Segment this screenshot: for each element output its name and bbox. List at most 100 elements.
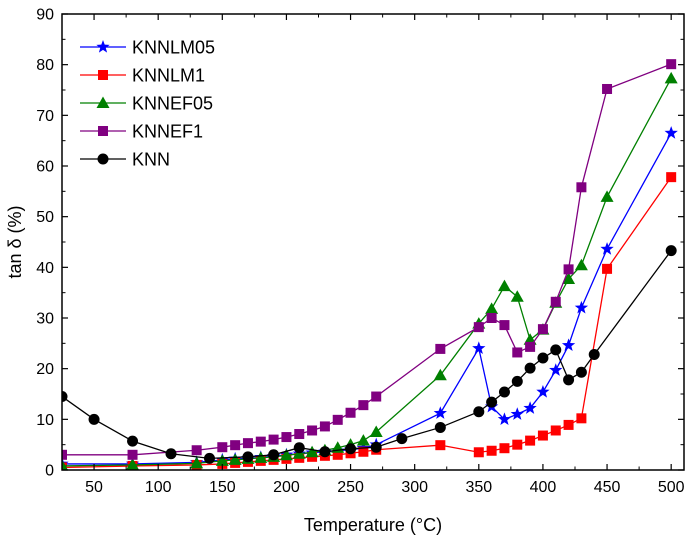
data-point-knn (665, 245, 677, 257)
legend-entry-knnef1: KNNEF1 (80, 122, 203, 142)
data-point-knn (524, 362, 536, 374)
data-point-knnlm1 (576, 413, 587, 424)
y-tick-label: 50 (36, 209, 54, 226)
data-point-knnef1 (602, 83, 613, 94)
data-point-knnlm05 (549, 363, 563, 376)
x-axis-title: Temperature (°C) (304, 515, 442, 535)
data-point-knnef05 (497, 279, 511, 292)
data-point-knn (473, 406, 485, 418)
data-point-knn (486, 396, 498, 408)
data-point-knn (88, 413, 100, 425)
series-line-knnef1 (62, 63, 672, 456)
data-point-knn (242, 451, 254, 463)
legend-entry-knnlm05: KNNLM05 (80, 38, 215, 58)
x-tick-label: 450 (594, 479, 621, 496)
legend-marker-knnlm1 (98, 70, 108, 80)
data-point-knnlm05 (600, 242, 614, 255)
series-layer (62, 59, 678, 470)
data-point-knn (319, 446, 331, 458)
data-point-knnef05 (228, 453, 242, 465)
data-point-knnef05 (574, 258, 588, 271)
data-point-knn (268, 449, 280, 461)
data-point-knn (575, 366, 587, 378)
x-tick-label: 50 (85, 479, 103, 496)
data-point-knnlm1 (550, 425, 561, 436)
data-point-knnlm05 (664, 126, 678, 139)
data-point-knnef1 (230, 440, 241, 451)
data-point-knnef1 (319, 421, 330, 432)
x-tick-label: 150 (209, 479, 236, 496)
data-point-knnef1 (666, 59, 677, 70)
legend-marker-knn (97, 153, 109, 165)
data-point-knnlm1 (537, 430, 548, 441)
data-point-knnef05 (369, 425, 383, 437)
x-tick-label: 350 (465, 479, 492, 496)
data-point-knn (127, 435, 139, 447)
legend-label-knnef1: KNNEF1 (132, 122, 203, 142)
data-point-knnef1 (486, 313, 497, 323)
y-tick-label: 70 (36, 108, 54, 125)
legend-label-knn: KNN (132, 150, 170, 170)
data-point-knnef05 (356, 434, 370, 446)
data-point-knnlm05 (472, 341, 486, 355)
data-point-knnlm05 (497, 412, 512, 425)
data-point-knnef1 (281, 432, 292, 443)
data-point-knnef1 (435, 343, 446, 354)
data-point-knnlm1 (435, 440, 446, 451)
y-tick-label: 10 (36, 412, 54, 429)
data-point-knn (434, 421, 446, 433)
data-point-knn (203, 452, 215, 464)
x-tick-label: 200 (273, 479, 300, 496)
data-point-knnlm1 (473, 447, 484, 458)
data-point-knnef05 (510, 290, 524, 302)
legend-label-knnlm1: KNNLM1 (132, 66, 205, 86)
axes-layer: 50 100 150 200 250 300 350 400 450 500 0 10 20 30 40 50… (36, 7, 685, 496)
legend-marker-knnef1 (98, 126, 108, 136)
data-point-knnef05 (485, 302, 499, 314)
data-point-knnef1 (563, 264, 574, 275)
data-point-knnef05 (433, 368, 447, 381)
data-point-knnef05 (562, 272, 576, 284)
data-point-knnlm1 (332, 449, 343, 460)
legend: KNNLM05 KNNLM1 KNNEF05 KNNEF1 KNN (80, 38, 215, 170)
data-point-knnef1 (499, 320, 510, 331)
data-point-knnef05 (62, 459, 68, 470)
data-point-knnef05 (126, 458, 140, 470)
data-point-knnlm1 (525, 435, 536, 446)
data-point-knnef05 (664, 71, 678, 84)
data-point-knnef1 (473, 322, 484, 333)
series-knn (62, 245, 677, 464)
data-point-knn (345, 443, 357, 455)
series-knnef1 (62, 59, 677, 460)
data-point-knnlm1 (563, 419, 574, 430)
data-point-knnlm1 (666, 172, 677, 183)
data-point-knnef1 (576, 182, 587, 193)
legend-marker-knnef05 (96, 96, 110, 108)
data-point-knn (370, 441, 382, 453)
y-tick-label: 20 (36, 361, 54, 378)
data-point-knnlm1 (358, 446, 369, 457)
y-tick-label: 40 (36, 260, 54, 277)
data-point-knnlm05 (510, 407, 524, 420)
data-point-knnef1 (191, 445, 202, 456)
data-point-knnef1 (242, 438, 253, 449)
data-point-knn (498, 386, 510, 398)
data-point-knnef1 (332, 414, 343, 425)
x-tick-label: 250 (337, 479, 364, 496)
data-point-knnlm05 (561, 338, 576, 352)
data-point-knnef05 (305, 445, 319, 458)
series-line-knnlm1 (62, 176, 672, 469)
data-point-knnlm1 (499, 443, 510, 454)
data-point-knnef1 (345, 407, 356, 418)
data-point-knnef1 (358, 400, 369, 411)
data-point-knnlm05 (433, 406, 447, 419)
legend-label-knnlm05: KNNLM05 (132, 38, 215, 58)
data-point-knnef1 (294, 429, 305, 440)
data-point-knnef1 (268, 434, 279, 445)
legend-marker-knnlm05 (96, 40, 110, 53)
data-point-knnlm05 (574, 300, 589, 314)
data-point-knn (550, 344, 562, 356)
data-point-knnef05 (215, 454, 229, 466)
data-point-knn (511, 375, 523, 387)
